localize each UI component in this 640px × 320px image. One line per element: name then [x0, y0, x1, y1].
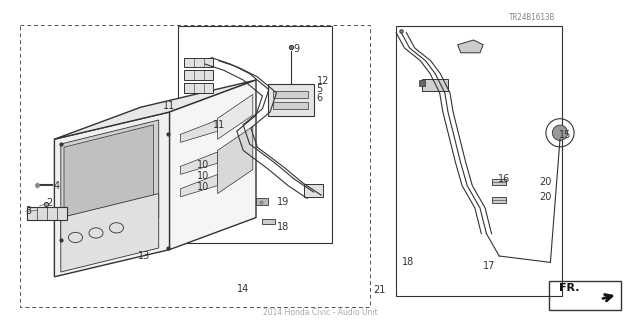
- Polygon shape: [458, 40, 483, 53]
- Text: 15: 15: [559, 130, 571, 140]
- Bar: [184, 83, 213, 93]
- Bar: [184, 58, 213, 67]
- Bar: [273, 102, 308, 109]
- Text: 5: 5: [316, 84, 323, 94]
- Text: 9: 9: [293, 44, 300, 54]
- Polygon shape: [170, 80, 256, 250]
- Text: 14: 14: [237, 284, 249, 294]
- Text: 2: 2: [47, 198, 53, 208]
- Polygon shape: [61, 120, 159, 242]
- Text: 16: 16: [498, 174, 510, 184]
- Polygon shape: [180, 174, 218, 197]
- Polygon shape: [54, 112, 170, 277]
- Text: 10: 10: [197, 182, 209, 192]
- Text: 19: 19: [276, 196, 289, 207]
- Bar: [256, 198, 268, 205]
- Polygon shape: [422, 79, 448, 91]
- Bar: [492, 179, 506, 185]
- Text: FR.: FR.: [559, 283, 579, 293]
- Circle shape: [552, 125, 568, 140]
- Bar: [178, 26, 332, 243]
- Polygon shape: [218, 94, 253, 139]
- Text: 18: 18: [277, 222, 289, 232]
- Bar: [492, 197, 506, 203]
- Polygon shape: [180, 152, 218, 174]
- Text: 18: 18: [402, 257, 414, 268]
- Text: 10: 10: [197, 171, 209, 181]
- Polygon shape: [218, 126, 253, 194]
- Polygon shape: [61, 194, 159, 272]
- Text: 13: 13: [138, 251, 150, 261]
- Text: 3: 3: [26, 206, 32, 216]
- Bar: [396, 26, 562, 296]
- Bar: [262, 219, 275, 224]
- Text: TR24B1613B: TR24B1613B: [509, 13, 555, 22]
- Text: 11: 11: [163, 100, 175, 111]
- Text: 11: 11: [212, 120, 225, 130]
- Text: 12: 12: [317, 76, 330, 86]
- Text: 10: 10: [197, 160, 209, 170]
- Text: 21: 21: [373, 284, 385, 295]
- Text: 4: 4: [53, 180, 60, 191]
- Polygon shape: [180, 120, 218, 142]
- Bar: [273, 91, 308, 98]
- Bar: [184, 70, 213, 80]
- Bar: [304, 184, 323, 197]
- Bar: [20, 25, 370, 307]
- Polygon shape: [64, 125, 154, 221]
- Text: 20: 20: [540, 192, 552, 202]
- Bar: [268, 84, 314, 116]
- Bar: [549, 281, 621, 310]
- Text: 2014 Honda Civic - Audio Unit: 2014 Honda Civic - Audio Unit: [262, 308, 378, 317]
- Text: 6: 6: [316, 92, 323, 103]
- Bar: [27, 207, 67, 220]
- Text: 17: 17: [483, 261, 495, 271]
- Text: 20: 20: [540, 177, 552, 188]
- Polygon shape: [54, 80, 256, 139]
